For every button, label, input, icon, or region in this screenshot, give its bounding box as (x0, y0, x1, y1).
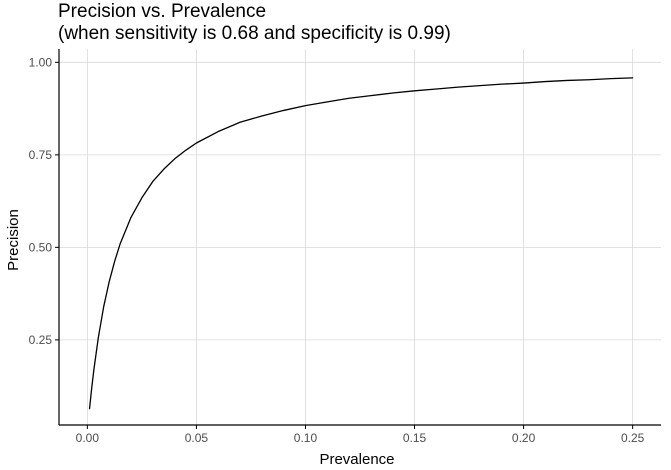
series-layer (88, 77, 634, 410)
y-tick-label: 0.50 (29, 240, 53, 254)
grid-lines (59, 49, 661, 425)
axes (55, 49, 661, 429)
x-tick-label: 0.00 (76, 431, 100, 445)
tick-labels: 0.00 0.05 0.10 0.15 0.20 0.25 0.25 0.50 0.75 1.00 (29, 55, 645, 445)
x-tick-label: 0.15 (403, 431, 427, 445)
x-tick-label: 0.25 (621, 431, 645, 445)
chart-subtitle: (when sensitivity is 0.68 and specificit… (58, 23, 451, 44)
series-line (88, 77, 634, 410)
y-tick-label: 0.25 (29, 333, 53, 347)
x-tick-label: 0.05 (185, 431, 209, 445)
chart-title: Precision vs. Prevalence (58, 1, 267, 22)
x-axis-label: Prevalence (319, 451, 394, 468)
y-tick-label: 0.75 (29, 148, 53, 162)
y-axis-label: Precision (5, 209, 22, 271)
x-tick-label: 0.20 (512, 431, 536, 445)
x-tick-label: 0.10 (294, 431, 318, 445)
y-tick-label: 1.00 (29, 55, 53, 69)
